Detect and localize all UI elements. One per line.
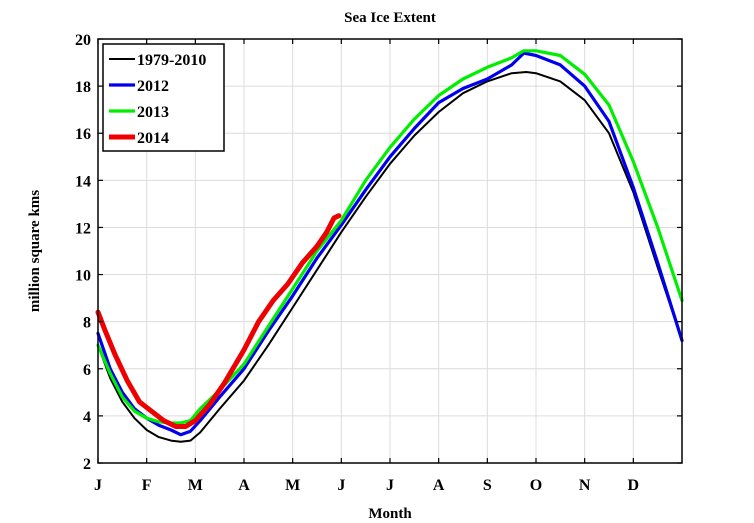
x-tick-label: J — [337, 477, 345, 494]
series-line-1979-2010 — [97, 71, 683, 443]
x-tick-label: D — [628, 477, 640, 494]
y-tick-label: 4 — [83, 409, 91, 426]
y-tick-label: 16 — [75, 126, 91, 143]
x-tick-label: A — [238, 477, 250, 494]
y-tick-label: 12 — [75, 220, 91, 237]
x-tick-label: J — [94, 477, 102, 494]
x-axis-label: Month — [368, 506, 412, 522]
x-tick-label: M — [188, 477, 203, 494]
x-tick-label: A — [433, 477, 445, 494]
x-tick-label: N — [579, 477, 591, 494]
x-tick-label: F — [142, 477, 152, 494]
x-tick-label: J — [386, 477, 394, 494]
x-tick-label: O — [530, 477, 542, 494]
y-tick-label: 10 — [75, 268, 91, 285]
grid — [98, 39, 682, 463]
series-line-2013 — [96, 49, 684, 425]
y-tick-label: 2 — [83, 456, 91, 473]
legend-box — [102, 43, 225, 152]
chart-title: Sea Ice Extent — [344, 10, 436, 26]
y-tick-label: 20 — [75, 32, 91, 49]
series-line-2014 — [95, 213, 342, 429]
y-tick-label: 6 — [83, 362, 91, 379]
legend-label: 2012 — [137, 78, 169, 95]
series-line-2012 — [96, 51, 684, 437]
series-lines — [95, 49, 684, 443]
ticks: 2 4 6 8 10 12 14 16 18 20 J F M A M J J A S O N D — [75, 32, 682, 494]
y-tick-label: 14 — [75, 173, 91, 190]
x-tick-label: S — [483, 477, 492, 494]
legend-label: 1979-2010 — [137, 52, 206, 69]
y-tick-label: 18 — [75, 79, 91, 96]
y-tick-label: 8 — [83, 315, 91, 332]
legend-label: 2013 — [137, 104, 169, 121]
y-axis-label: million square kms — [27, 190, 43, 312]
legend: 1979-2010 2012 2013 2014 — [102, 43, 225, 152]
x-tick-label: M — [285, 477, 300, 494]
legend-label: 2014 — [137, 130, 169, 147]
